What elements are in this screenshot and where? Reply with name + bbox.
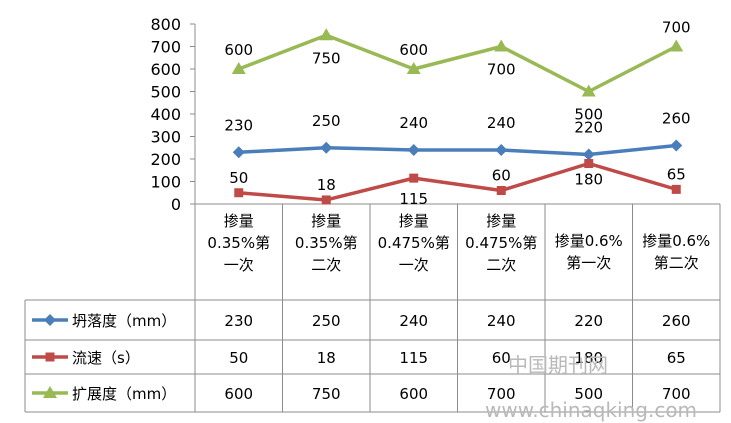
data-point (321, 195, 331, 205)
data-point (669, 39, 684, 52)
data-label: 750 (312, 49, 341, 67)
data-label: 260 (662, 110, 691, 128)
table-cell: 250 (312, 312, 341, 330)
data-point (231, 62, 246, 74)
data-label: 240 (399, 114, 428, 132)
series-line (238, 33, 678, 94)
y-tick-label: 500 (150, 83, 181, 102)
data-label: 600 (399, 41, 428, 59)
watermark: 中国期刊网 www.chinaqking.com (485, 353, 697, 422)
series-line (238, 161, 677, 202)
table-cell: 115 (399, 349, 428, 367)
table-cell: 180 (574, 349, 603, 367)
table-cell: 240 (399, 312, 428, 330)
data-label: 230 (224, 116, 253, 134)
table-cell: 500 (574, 385, 603, 403)
table-cell: 600 (399, 385, 428, 403)
x-category-label: 掺量0.6% (555, 232, 623, 250)
x-category-label: 第一次 (566, 254, 611, 272)
data-label: 18 (317, 176, 336, 194)
data-label: 50 (229, 169, 248, 187)
data-point (409, 173, 419, 183)
legend-marker (45, 352, 55, 362)
y-tick-label: 600 (150, 60, 181, 79)
data-point (494, 39, 509, 52)
table-cell: 230 (224, 312, 253, 330)
data-point (234, 188, 244, 198)
data-label: 65 (667, 165, 686, 183)
data-table: 坍落度（mm） 230 250 240 240 220 260 流速（s） 50 18 115 60 1… (24, 204, 721, 413)
y-tick-label: 800 (150, 15, 181, 34)
x-category-label: 0.35%第 (295, 234, 358, 252)
data-label: 60 (492, 167, 511, 185)
data-point (495, 144, 508, 156)
legend-label: 流速（s） (72, 349, 140, 367)
table-cell: 260 (662, 312, 691, 330)
y-tick-label: 0 (171, 195, 181, 214)
table-cell: 18 (317, 349, 336, 367)
x-category-label: 掺量0.6% (642, 232, 710, 250)
data-point (671, 184, 681, 194)
x-category-label: 掺量 (399, 212, 429, 230)
x-category-label: 0.475%第 (465, 234, 537, 252)
data-label: 180 (574, 171, 603, 189)
table-cell: 240 (487, 312, 516, 330)
data-label: 220 (574, 119, 603, 137)
data-label: 700 (487, 61, 516, 79)
series-group: 230 250 240 240 220 260 50 18 115 60 180 65 600 750 60… (224, 19, 690, 209)
x-category-label: 掺量 (486, 212, 516, 230)
table-cell: 60 (492, 349, 511, 367)
table-cell: 220 (574, 312, 603, 330)
x-category-label: 0.475%第 (378, 234, 450, 252)
x-category-label: 一次 (224, 256, 254, 274)
data-label: 600 (224, 41, 253, 59)
data-label: 115 (399, 190, 428, 208)
table-cell: 700 (487, 385, 516, 403)
data-label: 500 (574, 106, 603, 124)
data-point (496, 186, 506, 195)
watermark-text-cn: 中国期刊网 (508, 353, 608, 377)
data-point (320, 141, 333, 154)
legend-marker (44, 314, 56, 326)
data-point (584, 159, 594, 168)
x-category-label: 第二次 (654, 254, 699, 272)
y-tick-label: 300 (150, 128, 181, 147)
table-cell: 700 (662, 385, 691, 403)
data-point (581, 84, 596, 97)
y-tick-label: 200 (150, 150, 181, 169)
table-cell: 750 (312, 385, 341, 403)
legend-label: 坍落度（mm） (72, 312, 176, 330)
watermark-text-url: www.chinaqking.com (485, 398, 697, 422)
x-category-label: 二次 (486, 256, 516, 274)
table-cell: 50 (229, 349, 248, 367)
data-point (407, 144, 420, 156)
x-category-label: 掺量 (224, 212, 254, 230)
data-point (406, 62, 421, 74)
data-label: 240 (487, 114, 516, 132)
y-tick-label: 400 (150, 105, 181, 124)
table-cell: 600 (224, 385, 253, 403)
data-label: 250 (312, 112, 341, 130)
x-category-label: 掺量 (311, 212, 341, 230)
x-category-label: 二次 (311, 256, 341, 274)
table-cell: 65 (667, 349, 686, 367)
data-point (582, 148, 595, 161)
data-point (319, 28, 334, 41)
y-tick-label: 100 (150, 173, 181, 192)
legend-marker (43, 386, 57, 398)
x-category-label: 0.35%第 (207, 234, 270, 252)
series-line (238, 143, 677, 157)
legend-label: 扩展度（mm） (72, 385, 176, 403)
data-point (670, 139, 683, 152)
data-point (232, 146, 245, 159)
data-label: 700 (662, 19, 691, 37)
y-tick-label: 700 (150, 38, 181, 57)
x-category-label: 一次 (399, 256, 429, 274)
